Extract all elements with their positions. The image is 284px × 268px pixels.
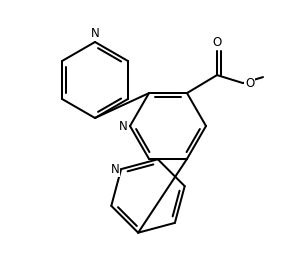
Text: N: N — [110, 163, 119, 176]
Text: O: O — [212, 36, 222, 49]
Text: N: N — [91, 27, 99, 40]
Text: O: O — [245, 77, 254, 90]
Text: N: N — [119, 120, 128, 132]
